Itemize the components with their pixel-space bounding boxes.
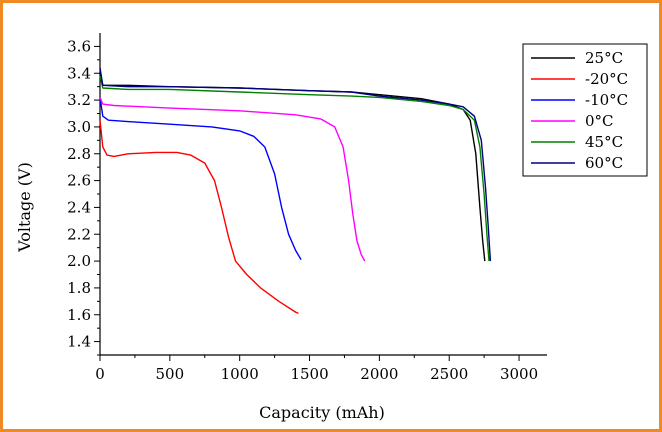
y-tick-label: 3.6 — [67, 37, 91, 55]
y-tick-label: 2.2 — [67, 225, 91, 243]
y-tick-label: 2.0 — [67, 252, 91, 270]
legend-label: 45°C — [585, 133, 623, 151]
legend-label: 0°C — [585, 112, 614, 130]
x-tick-label: 3000 — [500, 365, 538, 383]
y-tick-label: 2.8 — [67, 145, 91, 163]
y-tick-label: 1.6 — [67, 306, 91, 324]
y-tick-label: 1.8 — [67, 279, 91, 297]
x-tick-label: 2000 — [360, 365, 398, 383]
legend-label: 25°C — [585, 49, 623, 67]
y-tick-label: 3.2 — [67, 91, 91, 109]
x-tick-label: 1500 — [290, 365, 328, 383]
series-line-60c — [99, 67, 492, 262]
series-line-0c — [99, 97, 366, 262]
series-line-45c — [99, 75, 490, 262]
chart-legend: 25°C -20°C -10°C 0°C 45°C 60°C — [522, 43, 648, 177]
legend-label: 60°C — [585, 154, 623, 172]
y-tick-label: 3.0 — [67, 118, 91, 136]
legend-box — [522, 43, 648, 177]
series-line-minus10c — [99, 97, 302, 261]
y-tick-label: 3.4 — [67, 64, 91, 82]
legend-label: -20°C — [585, 70, 628, 88]
series-line-minus20c — [99, 120, 299, 315]
y-tick-label: 2.4 — [67, 198, 91, 216]
x-tick-label: 1000 — [221, 365, 259, 383]
x-tick-label: 0 — [95, 365, 105, 383]
x-axis-title: Capacity (mAh) — [259, 403, 385, 422]
y-tick-label: 2.6 — [67, 172, 91, 190]
legend-label: -10°C — [585, 91, 628, 109]
y-axis-title: Voltage (V) — [15, 162, 34, 253]
x-tick-label: 2500 — [430, 365, 468, 383]
chart-series — [99, 67, 492, 315]
x-tick-label: 500 — [156, 365, 185, 383]
chart-axes: 0 500 1000 1500 2000 2500 3000 1.4 1.6 1.8 2.0 2.2 2… — [67, 33, 547, 383]
y-tick-label: 1.4 — [67, 333, 91, 351]
